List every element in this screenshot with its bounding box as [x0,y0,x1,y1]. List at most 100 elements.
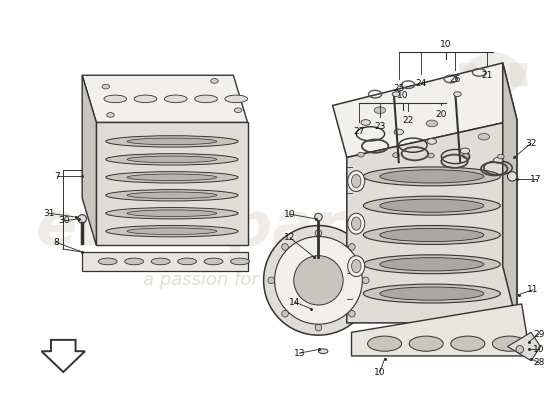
Text: 20: 20 [436,110,447,120]
Ellipse shape [234,108,242,112]
Ellipse shape [127,192,217,198]
Ellipse shape [164,95,187,103]
Text: 31: 31 [43,209,55,218]
Text: 11: 11 [527,285,539,294]
Ellipse shape [211,78,218,83]
Ellipse shape [230,258,250,265]
Ellipse shape [104,95,126,103]
Ellipse shape [127,228,217,234]
Ellipse shape [349,310,355,317]
Ellipse shape [315,213,322,221]
Ellipse shape [263,226,373,335]
Ellipse shape [107,112,114,117]
Ellipse shape [454,92,461,96]
Ellipse shape [508,172,517,181]
Ellipse shape [268,277,274,284]
Ellipse shape [364,196,500,215]
Ellipse shape [348,213,365,234]
Polygon shape [82,252,248,271]
Text: eurospares: eurospares [35,199,422,258]
Ellipse shape [274,236,362,324]
Ellipse shape [460,148,470,154]
Ellipse shape [282,244,288,250]
Polygon shape [503,63,517,323]
Ellipse shape [351,260,361,273]
Text: 28: 28 [533,358,544,367]
Ellipse shape [282,310,288,317]
Text: 27: 27 [354,128,365,136]
Ellipse shape [151,258,170,265]
Text: 13: 13 [294,349,305,358]
Ellipse shape [427,153,434,158]
Ellipse shape [498,154,504,159]
Ellipse shape [315,230,322,236]
Ellipse shape [463,154,469,158]
Text: 14: 14 [289,298,300,306]
Ellipse shape [127,174,217,181]
Ellipse shape [380,199,484,212]
Ellipse shape [394,129,404,135]
Ellipse shape [364,226,500,244]
Ellipse shape [367,336,402,351]
Ellipse shape [106,190,238,201]
Ellipse shape [204,258,223,265]
Ellipse shape [349,244,355,250]
Polygon shape [82,75,248,122]
Ellipse shape [364,255,500,274]
Text: 8: 8 [54,238,59,247]
Polygon shape [351,304,526,356]
Text: 7: 7 [54,172,59,181]
Ellipse shape [78,215,86,223]
Text: 25: 25 [393,84,404,93]
Text: 10: 10 [533,345,544,354]
Polygon shape [508,332,541,361]
Ellipse shape [364,167,500,186]
Text: 12: 12 [284,233,296,242]
Ellipse shape [374,107,386,114]
Text: 22: 22 [403,116,414,125]
Ellipse shape [127,210,217,216]
Ellipse shape [392,92,400,96]
Text: 26: 26 [450,74,461,84]
Text: 10: 10 [441,40,452,48]
Text: 29: 29 [533,330,544,339]
Ellipse shape [106,154,238,165]
Ellipse shape [380,170,484,183]
Ellipse shape [127,156,217,163]
Ellipse shape [127,138,217,145]
Ellipse shape [351,174,361,188]
Ellipse shape [134,95,157,103]
Ellipse shape [409,336,443,351]
Ellipse shape [493,158,503,163]
Text: 32: 32 [525,139,537,148]
Ellipse shape [348,256,365,276]
Ellipse shape [380,228,484,242]
Ellipse shape [362,277,369,284]
Ellipse shape [478,133,490,140]
Polygon shape [347,120,517,323]
Ellipse shape [426,120,438,127]
Ellipse shape [361,120,370,125]
Ellipse shape [225,95,248,103]
Polygon shape [82,75,96,245]
Ellipse shape [294,256,343,305]
Ellipse shape [98,258,117,265]
Ellipse shape [125,258,144,265]
Ellipse shape [106,208,238,219]
Polygon shape [333,63,517,158]
Ellipse shape [195,95,217,103]
Ellipse shape [427,138,437,144]
Ellipse shape [380,287,484,300]
Ellipse shape [348,171,365,192]
Ellipse shape [351,217,361,230]
Text: 21: 21 [481,71,492,80]
Text: a passion for detail: a passion for detail [142,271,315,289]
Text: 17: 17 [530,175,542,184]
Ellipse shape [318,349,328,354]
Ellipse shape [358,152,364,157]
Ellipse shape [492,336,526,351]
Ellipse shape [393,153,399,158]
Text: 10: 10 [397,90,408,100]
Polygon shape [96,122,248,245]
Ellipse shape [106,136,238,147]
